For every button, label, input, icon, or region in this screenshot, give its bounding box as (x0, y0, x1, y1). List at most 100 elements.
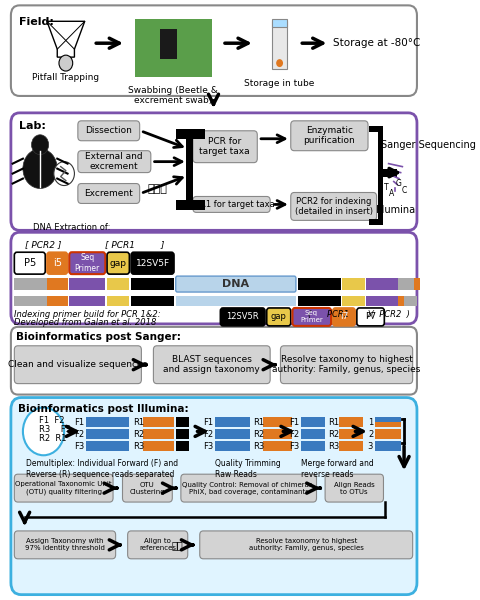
FancyBboxPatch shape (11, 113, 416, 230)
Text: Enzymatic
purification: Enzymatic purification (303, 126, 355, 145)
Text: R2: R2 (252, 430, 264, 439)
Bar (86, 430, 129, 439)
Text: gap: gap (270, 313, 286, 322)
Bar (378, 126, 383, 226)
Bar (403, 296, 416, 306)
FancyBboxPatch shape (127, 531, 187, 559)
Bar (47, 296, 67, 306)
Bar (374, 418, 400, 427)
Bar (175, 200, 204, 211)
Text: F1  F2: F1 F2 (39, 416, 65, 425)
Text: R3: R3 (328, 442, 339, 451)
Bar (300, 430, 324, 439)
Text: (      PCR1       )(  PCR2  ): ( PCR1 )( PCR2 ) (307, 310, 409, 319)
FancyBboxPatch shape (78, 151, 151, 173)
FancyBboxPatch shape (78, 184, 139, 203)
Bar (271, 21, 287, 69)
FancyBboxPatch shape (180, 474, 316, 502)
Bar (338, 430, 362, 439)
Bar (175, 418, 189, 427)
Bar (69, 278, 105, 290)
FancyBboxPatch shape (11, 327, 416, 395)
FancyBboxPatch shape (280, 346, 412, 383)
FancyBboxPatch shape (192, 196, 270, 212)
Text: Lab:: Lab: (20, 121, 46, 131)
Bar (143, 442, 174, 451)
Bar (300, 442, 324, 451)
Text: 12SV5R: 12SV5R (226, 313, 258, 322)
Text: R1: R1 (328, 418, 339, 427)
Bar (143, 430, 174, 439)
FancyBboxPatch shape (47, 252, 67, 274)
FancyBboxPatch shape (78, 121, 139, 141)
Bar (86, 418, 129, 427)
Text: R3    F3: R3 F3 (39, 425, 71, 434)
Bar (107, 278, 129, 290)
Text: Dissection: Dissection (85, 126, 132, 135)
FancyBboxPatch shape (14, 531, 115, 559)
Circle shape (31, 135, 48, 155)
FancyBboxPatch shape (14, 252, 45, 274)
Text: DNA Extraction of:: DNA Extraction of: (33, 223, 110, 232)
Bar (366, 278, 402, 290)
Bar (397, 296, 414, 306)
Circle shape (276, 59, 282, 67)
Bar (374, 430, 400, 439)
Text: R2: R2 (328, 430, 339, 439)
Text: F1: F1 (288, 418, 299, 427)
FancyBboxPatch shape (199, 531, 412, 559)
Text: i5: i5 (53, 258, 61, 268)
Bar (374, 446, 400, 451)
Circle shape (54, 161, 74, 185)
Bar (374, 442, 400, 451)
Text: PCR for
target taxa: PCR for target taxa (199, 137, 250, 157)
FancyBboxPatch shape (175, 276, 295, 292)
Text: F1: F1 (203, 418, 213, 427)
Text: Resolve taxonomy to highest
authority: Family, genus, species: Resolve taxonomy to highest authority: F… (272, 355, 420, 374)
Bar (175, 442, 189, 451)
Bar (215, 430, 249, 439)
Bar (297, 296, 340, 306)
Bar (342, 296, 364, 306)
Text: P5: P5 (24, 258, 36, 268)
Text: Storage at -80°C: Storage at -80°C (332, 38, 420, 48)
Text: External and
excrement: External and excrement (85, 152, 143, 172)
Text: i7: i7 (339, 313, 348, 322)
Text: 12SV5F: 12SV5F (135, 259, 169, 268)
Text: Clean and visualize sequences: Clean and visualize sequences (8, 360, 147, 369)
Text: Quality Trimming
Raw Reads: Quality Trimming Raw Reads (215, 459, 280, 479)
Text: PCR2 for indexing
(detailed in insert): PCR2 for indexing (detailed in insert) (294, 197, 372, 216)
Text: F3: F3 (288, 442, 299, 451)
Text: 🦊🦡🐸: 🦊🦡🐸 (147, 184, 168, 194)
Text: F3: F3 (74, 442, 84, 451)
Text: Excrement: Excrement (84, 189, 133, 198)
Text: 🐀🦡: 🐀🦡 (171, 540, 183, 550)
Text: R3: R3 (132, 442, 144, 451)
Text: Bioinformatics post Illumina:: Bioinformatics post Illumina: (18, 404, 188, 413)
Text: Illumina: Illumina (375, 205, 414, 215)
Bar (403, 278, 420, 290)
Bar (381, 169, 396, 176)
Text: Swabbing (Beetle &
excrement swab): Swabbing (Beetle & excrement swab) (128, 86, 217, 106)
Bar (160, 29, 177, 59)
FancyBboxPatch shape (220, 308, 264, 326)
FancyBboxPatch shape (122, 474, 172, 502)
Circle shape (23, 407, 64, 455)
Bar (263, 442, 292, 451)
Text: R1: R1 (252, 418, 264, 427)
FancyBboxPatch shape (332, 308, 354, 326)
Text: Bioinformatics post Sanger:: Bioinformatics post Sanger: (16, 332, 180, 342)
FancyBboxPatch shape (14, 346, 141, 383)
Text: F2: F2 (203, 430, 213, 439)
FancyBboxPatch shape (11, 398, 416, 595)
Bar (107, 296, 129, 306)
FancyBboxPatch shape (153, 346, 270, 383)
Bar (300, 418, 324, 427)
Bar (175, 296, 295, 306)
Bar (263, 418, 292, 427)
Text: Demultiplex: Individual Forward (F) and
Reverse (R) sequence reads separated: Demultiplex: Individual Forward (F) and … (26, 459, 178, 479)
Bar (397, 278, 413, 290)
FancyBboxPatch shape (107, 252, 129, 274)
Text: 3: 3 (367, 442, 372, 451)
FancyBboxPatch shape (131, 252, 174, 274)
